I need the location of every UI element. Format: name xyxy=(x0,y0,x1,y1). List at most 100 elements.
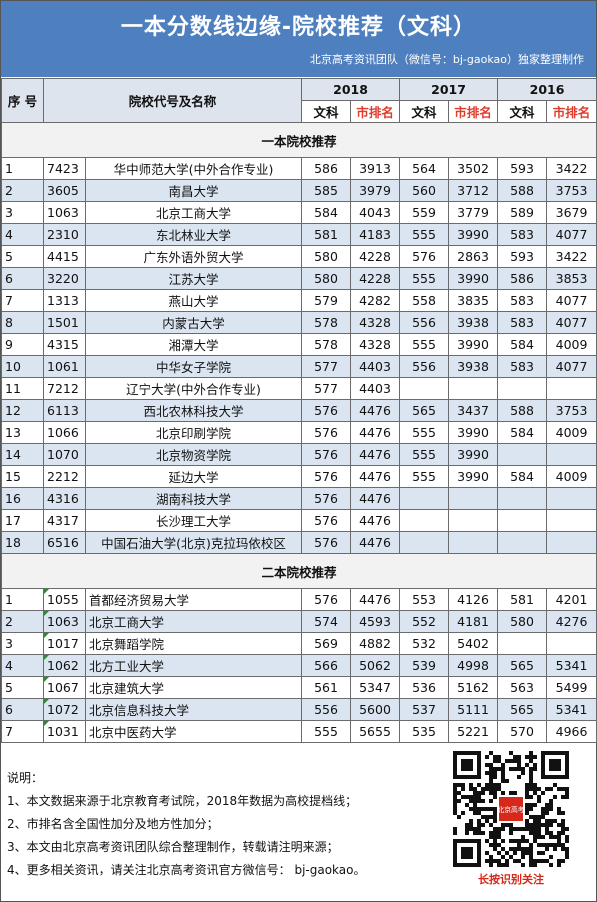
school-name: 中华女子学院 xyxy=(84,355,303,378)
school-name: 燕山大学 xyxy=(84,289,303,312)
rank-cell: 4998 xyxy=(448,654,499,677)
col-school-header: 院校代号及名称 xyxy=(42,78,303,123)
rank-cell: 5162 xyxy=(448,676,499,699)
table-row: 12 6113 西北农林科技大学 576 4476 565 3437 588 3753 xyxy=(1,399,597,422)
rank-cell: 4966 xyxy=(546,720,597,743)
score-cell: 576 xyxy=(301,531,352,554)
score-cell: 589 xyxy=(497,201,548,224)
rank-cell: 3913 xyxy=(350,157,401,180)
score-cell: 555 xyxy=(399,421,450,444)
score-cell: 586 xyxy=(301,157,352,180)
table-row: 8 1501 内蒙古大学 578 4328 556 3938 583 4077 xyxy=(1,311,597,334)
row-index: 7 xyxy=(1,720,44,743)
score-cell xyxy=(497,509,548,532)
rank-cell xyxy=(448,487,499,510)
score-cell: 577 xyxy=(301,377,352,400)
school-code: 1062 xyxy=(43,654,86,677)
rank-cell: 3753 xyxy=(546,399,597,422)
row-index: 3 xyxy=(1,632,44,655)
score-cell: 555 xyxy=(399,443,450,466)
row-index: 17 xyxy=(1,509,44,532)
table-row: 13 1066 北京印刷学院 576 4476 555 3990 584 4009 xyxy=(1,421,597,444)
score-table: 序 号 院校代号及名称 2018 2017 2016 文科 市排名 文科 市排名… xyxy=(0,78,597,743)
rank-cell xyxy=(546,443,597,466)
school-name: 内蒙古大学 xyxy=(84,311,303,334)
header-banner: 一本分数线边缘-院校推荐（文科） 北京高考资讯团队（微信号：bj-gaokao）… xyxy=(1,1,596,77)
school-name: 北京建筑大学 xyxy=(84,676,303,699)
col-index-header: 序 号 xyxy=(1,78,44,123)
score-cell: 580 xyxy=(301,267,352,290)
score-cell: 576 xyxy=(301,443,352,466)
rank-cell: 4476 xyxy=(350,399,401,422)
row-index: 1 xyxy=(1,157,44,180)
rank-cell: 3938 xyxy=(448,355,499,378)
rank-cell: 4282 xyxy=(350,289,401,312)
rank-cell: 5062 xyxy=(350,654,401,677)
rank-cell: 4201 xyxy=(546,588,597,611)
rank-cell: 5221 xyxy=(448,720,499,743)
school-code: 3605 xyxy=(43,179,86,202)
header-row-fields: 文科 市排名 文科 市排名 文科 市排名 xyxy=(2,100,597,123)
rank-cell xyxy=(546,487,597,510)
score-cell: 569 xyxy=(301,632,352,655)
table-row: 9 4315 湘潭大学 578 4328 555 3990 584 4009 xyxy=(1,333,597,356)
score-cell: 588 xyxy=(497,179,548,202)
school-name: 北京工商大学 xyxy=(84,610,303,633)
row-index: 1 xyxy=(1,588,44,611)
score-cell: 539 xyxy=(399,654,450,677)
score-cell: 593 xyxy=(497,157,548,180)
rank-cell: 4077 xyxy=(546,311,597,334)
school-name: 北京信息科技大学 xyxy=(84,698,303,721)
rank-cell: 5600 xyxy=(350,698,401,721)
score-cell xyxy=(399,377,450,400)
school-code: 1017 xyxy=(43,632,86,655)
table-row: 4 1062 北方工业大学 566 5062 539 4998 565 5341 xyxy=(1,654,597,677)
row-index: 15 xyxy=(1,465,44,488)
rank-cell: 5341 xyxy=(546,654,597,677)
table-row: 1 7423 华中师范大学(中外合作专业) 586 3913 564 3502 593 3422 xyxy=(1,157,597,180)
school-name: 湘潭大学 xyxy=(84,333,303,356)
qr-badge xyxy=(499,797,523,821)
score-cell: 552 xyxy=(399,610,450,633)
score-cell: 585 xyxy=(301,179,352,202)
rank-cell: 4077 xyxy=(546,289,597,312)
school-code: 1501 xyxy=(43,311,86,334)
table-row: 4 2310 东北林业大学 581 4183 555 3990 583 4077 xyxy=(1,223,597,246)
school-name: 辽宁大学(中外合作专业) xyxy=(84,377,303,400)
score-cell: 536 xyxy=(399,676,450,699)
row-index: 2 xyxy=(1,179,44,202)
rank-header: 市排名 xyxy=(350,100,401,123)
row-index: 4 xyxy=(1,654,44,677)
score-cell: 580 xyxy=(497,610,548,633)
section-title: 二本院校推荐 xyxy=(0,553,597,589)
rank-cell xyxy=(546,632,597,655)
rank-cell: 3502 xyxy=(448,157,499,180)
school-code: 4415 xyxy=(43,245,86,268)
table-row: 17 4317 长沙理工大学 576 4476 xyxy=(1,509,597,532)
school-code: 1031 xyxy=(43,720,86,743)
score-cell: 564 xyxy=(399,157,450,180)
rank-cell: 4009 xyxy=(546,333,597,356)
qr-code[interactable]: 北京高考 xyxy=(445,749,577,869)
rank-cell: 4009 xyxy=(546,465,597,488)
row-index: 2 xyxy=(1,610,44,633)
credit-line: 北京高考资讯团队（微信号：bj-gaokao）独家整理制作 xyxy=(309,53,584,66)
school-name: 北京物资学院 xyxy=(84,443,303,466)
note-line: 1、本文数据来源于北京教育考试院，2018年数据为高校提档线； xyxy=(7,794,358,808)
rank-cell: 4077 xyxy=(546,355,597,378)
row-index: 6 xyxy=(1,267,44,290)
school-name: 北京舞蹈学院 xyxy=(84,632,303,655)
rank-cell: 3853 xyxy=(546,267,597,290)
table-row: 1 1055 首都经济贸易大学 576 4476 553 4126 581 4201 xyxy=(1,588,597,611)
score-cell: 583 xyxy=(497,311,548,334)
score-cell: 555 xyxy=(399,333,450,356)
score-cell: 580 xyxy=(301,245,352,268)
row-index: 3 xyxy=(1,201,44,224)
page-title: 一本分数线边缘-院校推荐（文科） xyxy=(120,15,477,40)
note-line: 2、市排名含全国性加分及地方性加分； xyxy=(7,817,219,831)
score-cell: 588 xyxy=(497,399,548,422)
table-row: 6 1072 北京信息科技大学 556 5600 537 5111 565 5341 xyxy=(1,698,597,721)
score-cell: 576 xyxy=(301,487,352,510)
school-code: 4315 xyxy=(43,333,86,356)
